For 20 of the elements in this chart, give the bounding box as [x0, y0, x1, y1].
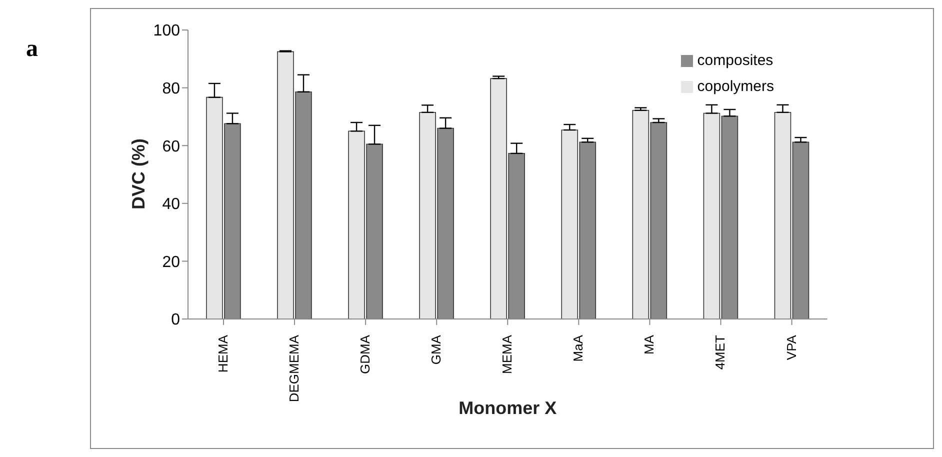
y-tick-label: 100 [153, 22, 180, 40]
x-tick-label: VPA [784, 334, 799, 360]
y-tick-label: 40 [162, 196, 180, 214]
x-tick-label: MaA [570, 334, 586, 362]
text: a [26, 36, 38, 63]
y-tick-label: 20 [162, 254, 180, 271]
legend-label: composites [697, 52, 774, 69]
y-tick-label: 60 [162, 138, 180, 156]
x-tick-label: MEMA [500, 334, 515, 374]
x-tick-label: HEMA [216, 334, 231, 373]
x-tick-label: 4MET [712, 334, 728, 370]
x-tick-label: DEGMEMA [286, 334, 302, 402]
legend-label: copolymers [697, 78, 774, 95]
x-tick-label: GDMA [358, 334, 373, 374]
x-axis-title: Monomer X [458, 398, 557, 418]
x-tick-label: MA [642, 334, 657, 354]
y-tick-label: 80 [162, 80, 180, 98]
x-tick-label: GMA [428, 334, 444, 365]
y-axis-title: DVC (%) [128, 138, 148, 210]
y-tick-label: 0 [171, 312, 180, 329]
